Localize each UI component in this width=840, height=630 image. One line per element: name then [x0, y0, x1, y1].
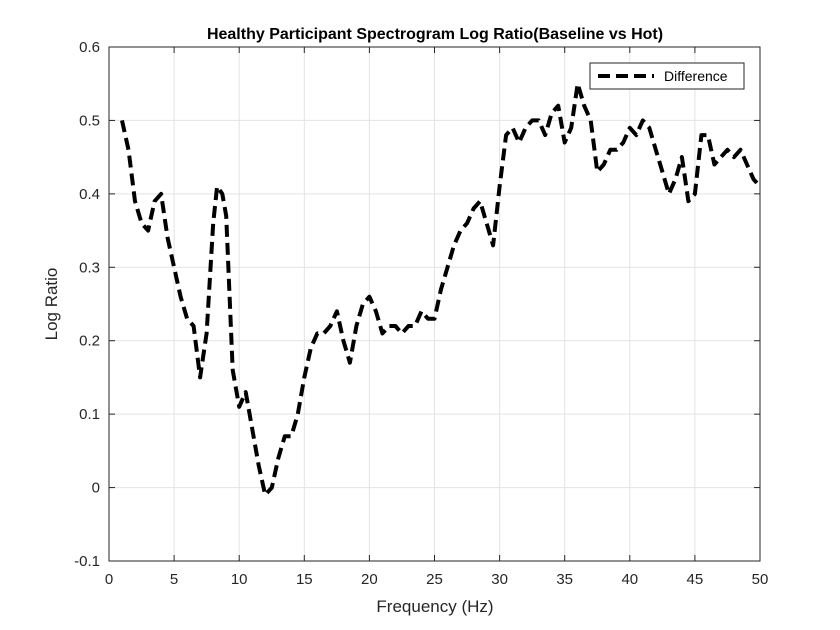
legend: Difference: [589, 62, 745, 90]
y-tick-label: -0.1: [74, 553, 100, 570]
x-tick-label: 45: [687, 571, 704, 588]
y-axis-title: Log Ratio: [42, 268, 61, 341]
x-tick-label: 30: [491, 571, 508, 588]
y-tick-label: 0.6: [79, 39, 100, 56]
x-tick-label: 20: [361, 571, 378, 588]
series-layer: [120, 81, 762, 497]
x-tick-label: 15: [296, 571, 313, 588]
chart-title: Healthy Participant Spectrogram Log Rati…: [207, 26, 663, 43]
x-tick-label: 40: [621, 571, 638, 588]
legend-label: Difference: [664, 68, 728, 84]
x-tick-label: 0: [105, 571, 113, 588]
y-tick-label: 0.2: [79, 333, 100, 350]
x-tick-labels: 0 5 10 15 20 25 30 35 40 45 50: [105, 571, 769, 588]
x-tick-label: 50: [752, 571, 769, 588]
y-tick-label: 0.3: [79, 259, 100, 276]
x-tick-label: 35: [556, 571, 573, 588]
x-tick-label: 10: [231, 571, 248, 588]
y-tick-label: 0.4: [79, 186, 100, 203]
legend-box: [589, 62, 745, 90]
x-tick-label: 5: [170, 571, 178, 588]
y-tick-labels: -0.1 0 0.1 0.2 0.3 0.4 0.5 0.6: [74, 39, 100, 570]
y-tick-label: 0: [92, 480, 100, 497]
y-tick-label: 0.1: [79, 406, 100, 423]
grid: [109, 47, 760, 561]
series-line-difference: [120, 81, 762, 497]
x-axis-title: Frequency (Hz): [376, 597, 493, 616]
y-tick-label: 0.5: [79, 112, 100, 129]
x-tick-label: 25: [426, 571, 443, 588]
ticks: [108, 46, 761, 562]
